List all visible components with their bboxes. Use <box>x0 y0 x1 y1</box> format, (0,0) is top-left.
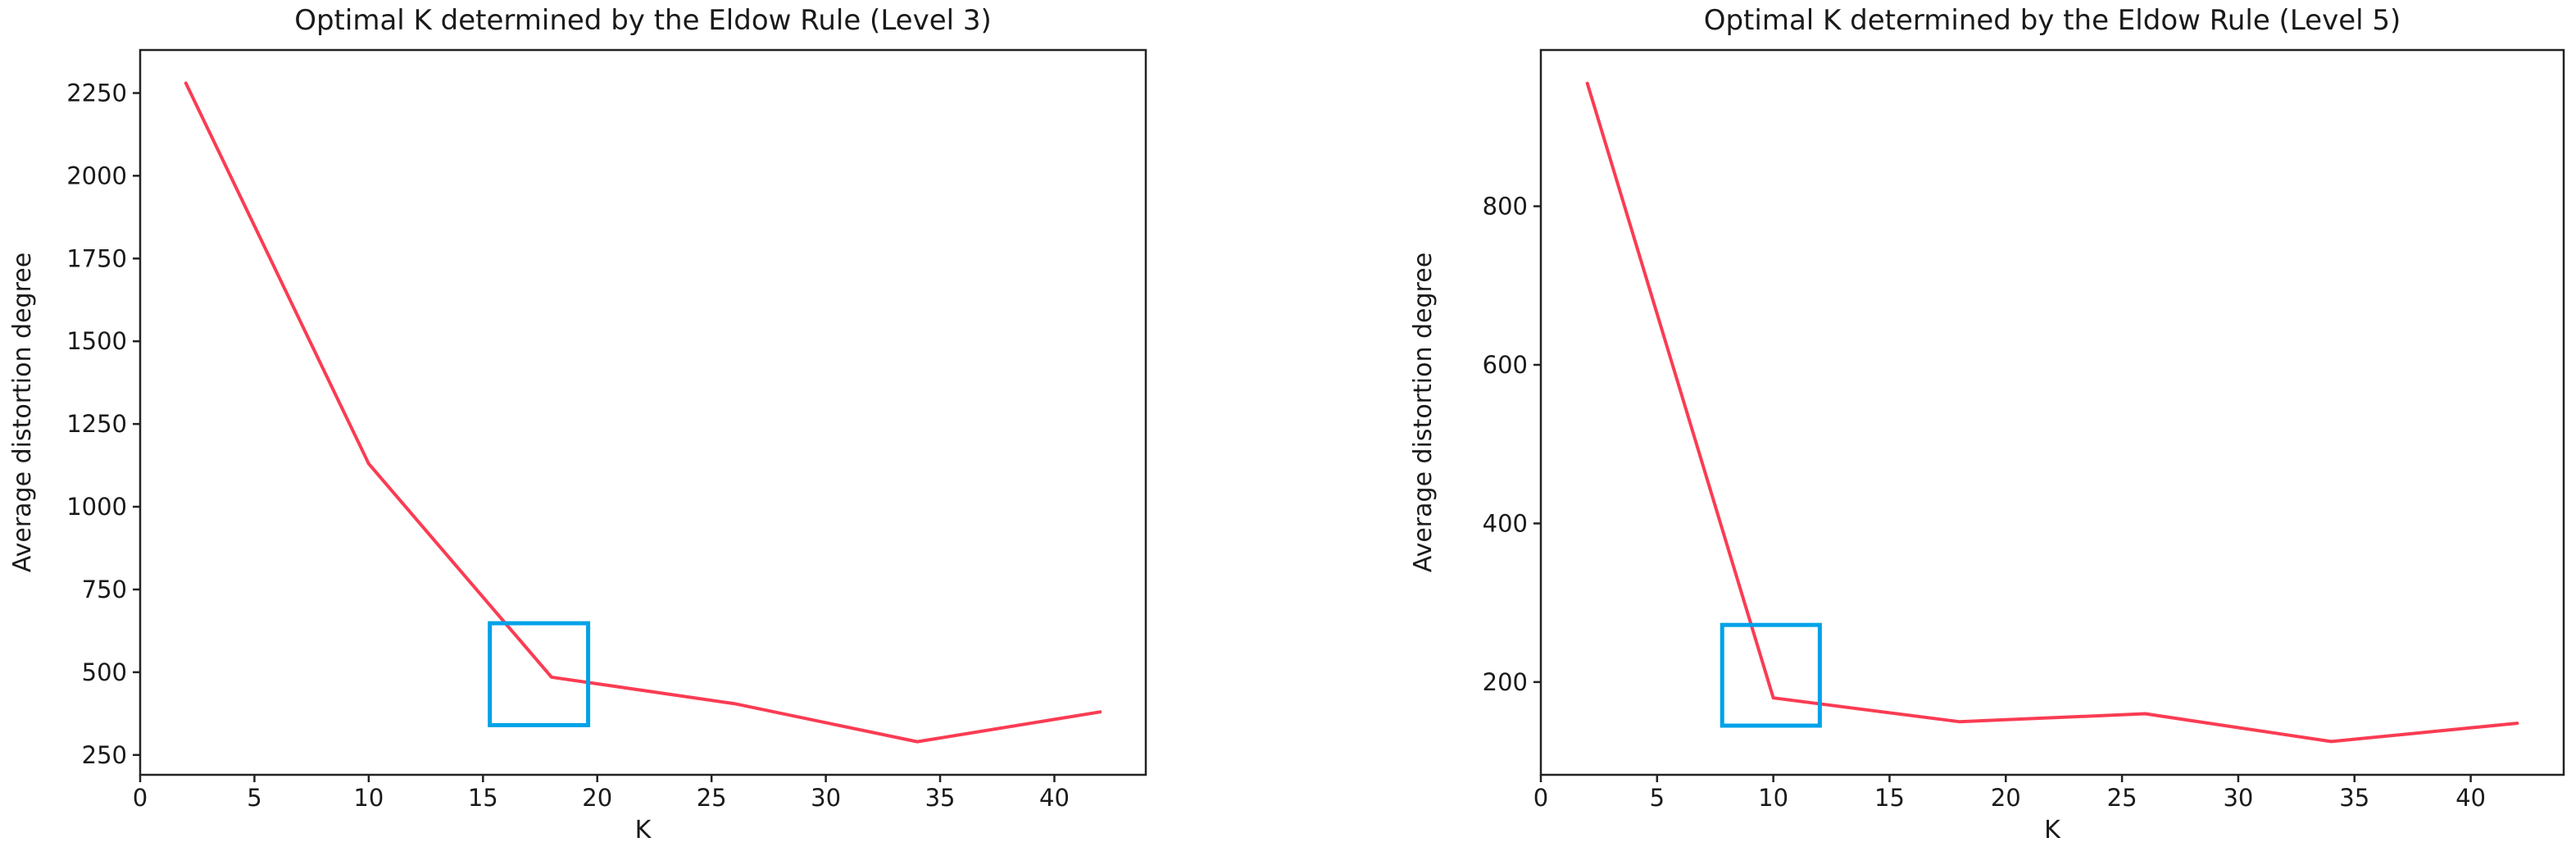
x-axis-label: K <box>635 816 652 845</box>
x-tick-label: 25 <box>697 784 727 812</box>
x-tick-label: 40 <box>2456 784 2486 812</box>
y-tick-label: 400 <box>1483 509 1528 537</box>
x-tick-label: 10 <box>353 784 384 812</box>
y-tick-label: 2000 <box>66 162 127 189</box>
y-tick-label: 600 <box>1483 351 1528 379</box>
y-tick-label: 200 <box>1483 668 1528 696</box>
x-tick-label: 30 <box>2223 784 2253 812</box>
y-tick-label: 1750 <box>66 244 127 272</box>
chart-level-3: Optimal K determined by the Eldow Rule (… <box>8 4 1147 845</box>
distortion-line <box>1585 81 2519 744</box>
x-tick-label: 20 <box>582 784 612 812</box>
x-tick-label: 40 <box>1039 784 1070 812</box>
y-axis-label: Average distortion degree <box>8 253 37 572</box>
x-tick-label: 15 <box>1874 784 1905 812</box>
y-axis-label: Average distortion degree <box>1409 253 1438 572</box>
x-tick-label: 35 <box>2339 784 2369 812</box>
chart-title: Optimal K determined by the Eldow Rule (… <box>294 4 992 37</box>
x-tick-label: 30 <box>811 784 841 812</box>
x-tick-label: 0 <box>133 784 148 812</box>
elbow-highlight-rect <box>1720 622 1822 728</box>
chart-level-5: Optimal K determined by the Eldow Rule (… <box>1409 4 2565 845</box>
y-tick-label: 750 <box>82 576 127 603</box>
y-tick-label: 1000 <box>66 493 127 521</box>
elbow-highlight-rect <box>488 621 591 727</box>
y-tick-label: 800 <box>1483 193 1528 221</box>
y-tick-label: 2250 <box>66 79 127 107</box>
x-tick-label: 20 <box>1991 784 2021 812</box>
plot-region: 0 5 10 15 20 25 30 35 40 200 400 600 800 <box>1483 48 2565 812</box>
x-tick-label: 0 <box>1533 784 1548 812</box>
y-tick-label: 1250 <box>66 410 127 438</box>
x-tick-label: 5 <box>1650 784 1665 812</box>
x-axis-label: K <box>2044 816 2061 845</box>
x-tick-label: 35 <box>925 784 956 812</box>
distortion-line <box>184 81 1102 744</box>
x-tick-label: 25 <box>2107 784 2138 812</box>
chart-title: Optimal K determined by the Eldow Rule (… <box>1704 4 2401 37</box>
plot-area <box>139 48 1147 776</box>
y-tick-label: 500 <box>82 658 127 686</box>
plot-region: 0 5 10 15 20 25 30 35 40 250 500 750 1000 1250 1500 175… <box>66 48 1147 812</box>
x-tick-label: 15 <box>468 784 498 812</box>
plot-area <box>1539 48 2565 776</box>
x-tick-label: 5 <box>247 784 261 812</box>
y-tick-label: 250 <box>82 741 127 769</box>
y-tick-label: 1500 <box>66 327 127 355</box>
x-tick-label: 10 <box>1758 784 1788 812</box>
